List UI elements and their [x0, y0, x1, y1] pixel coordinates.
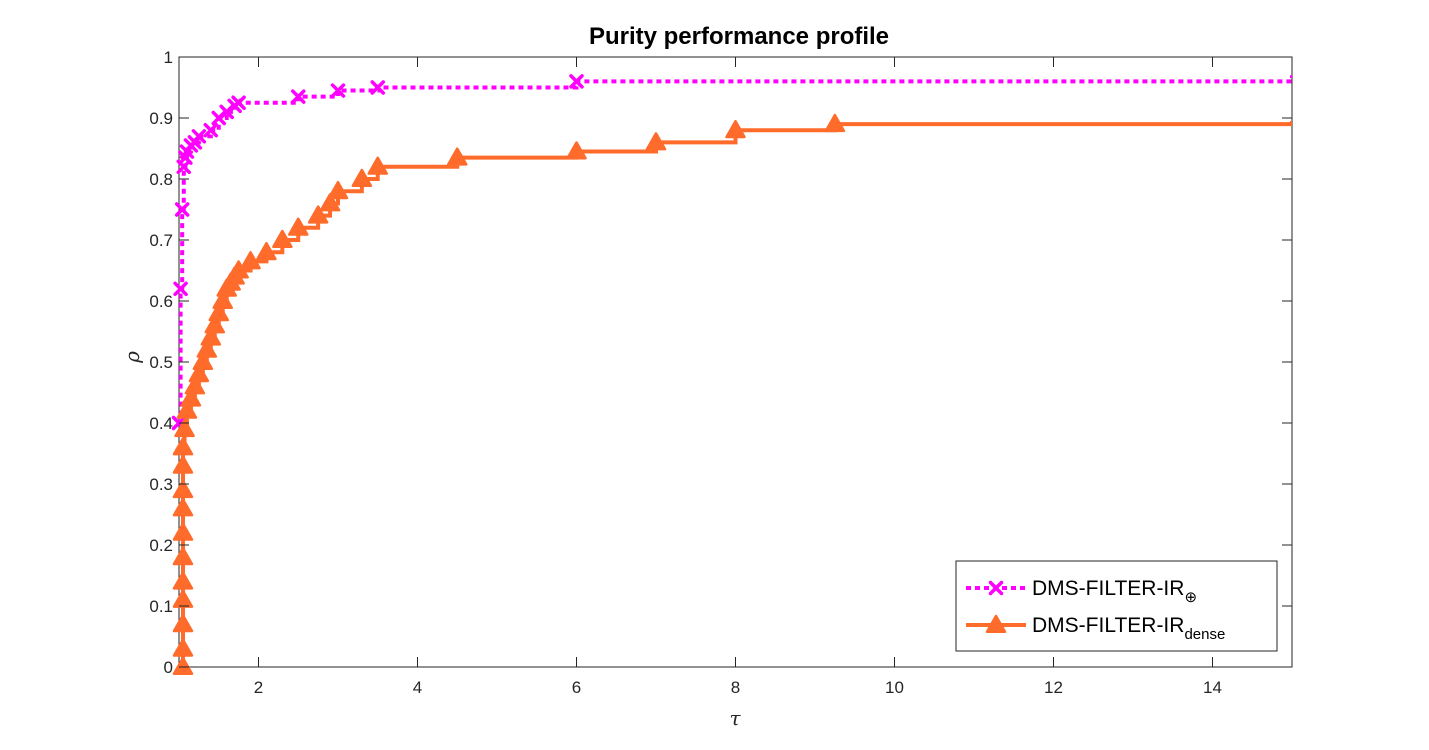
- series-1-point: [231, 95, 246, 110]
- series-2-point: [172, 656, 194, 675]
- chart-title: Purity performance profile: [589, 23, 889, 50]
- series-1-point: [174, 202, 190, 217]
- x-tick-label: 8: [731, 678, 740, 697]
- y-tick-label: 0.2: [149, 536, 173, 555]
- legend-entry-subscript: dense: [1184, 626, 1225, 643]
- series-2-point: [176, 400, 198, 419]
- series-2-point: [447, 147, 468, 166]
- series-2-point: [174, 418, 195, 438]
- series-2-point: [288, 217, 309, 236]
- x-tick-label: 6: [572, 678, 581, 697]
- series-2-point: [212, 290, 233, 309]
- series-2-point: [240, 251, 261, 270]
- series-2-point: [645, 132, 667, 151]
- series-2-point: [172, 498, 194, 517]
- marker-layer: [171, 74, 846, 675]
- legend-entry-label: DMS-FILTER-IRdense: [1032, 614, 1225, 643]
- series-2-point: [307, 205, 329, 224]
- y-tick-label: 0.5: [149, 353, 173, 372]
- series-2-point: [228, 260, 249, 279]
- legend: DMS-FILTER-IR⊕DMS-FILTER-IRdense: [955, 560, 1278, 652]
- y-tick-label: 0.8: [149, 170, 173, 189]
- series-1-point: [291, 89, 306, 104]
- series-1-point: [173, 281, 188, 297]
- y-axis-label: ρ: [120, 351, 144, 364]
- series-2-point: [172, 437, 194, 456]
- series-1-point: [330, 83, 346, 98]
- series-2-point: [180, 388, 202, 407]
- legend-entry-name: DMS-FILTER-IR: [1032, 614, 1184, 637]
- series-2-point: [327, 180, 349, 200]
- series-2-point: [172, 571, 194, 590]
- series-2-point: [200, 327, 222, 346]
- legend-swatch-marker: [985, 614, 1007, 633]
- series-2-point: [351, 168, 373, 187]
- series-2-point: [172, 589, 194, 608]
- series-1-point: [203, 122, 219, 138]
- series-2-point: [367, 156, 388, 175]
- series-2-point: [172, 455, 194, 474]
- series-2-point: [272, 229, 293, 248]
- x-tick-label: 14: [1203, 678, 1222, 697]
- legend-swatch-marker: [988, 580, 1004, 596]
- series-1-point: [191, 129, 207, 144]
- legend-box: [955, 560, 1278, 652]
- y-tick-label: 0.4: [149, 414, 173, 433]
- legend-entry-name: DMS-FILTER-IR: [1032, 577, 1184, 600]
- series-2-point: [725, 119, 746, 139]
- x-axis: 2 4 6 8 10 12 14: [254, 57, 1222, 697]
- y-axis: 0 0.1 0.2 0.3 0.4 0.5 0.6 0.7 0.8 0.9 1: [149, 48, 1292, 677]
- series-2-point: [204, 315, 226, 334]
- x-axis-label: τ: [729, 706, 741, 730]
- x-tick-label: 12: [1044, 678, 1063, 697]
- y-tick-label: 1: [164, 48, 173, 67]
- legend-entry-subscript: ⊕: [1184, 589, 1197, 606]
- series-2-point: [172, 638, 194, 657]
- series-1-point: [370, 80, 385, 95]
- y-tick-label: 0: [164, 658, 173, 677]
- series-2-point: [172, 522, 194, 541]
- series-2-point: [192, 351, 214, 370]
- legend-entry-label: DMS-FILTER-IR⊕: [1032, 577, 1197, 606]
- series-2-point: [172, 479, 194, 499]
- series-2-point: [566, 141, 587, 160]
- y-tick-label: 0.6: [149, 292, 173, 311]
- y-tick-label: 0.3: [149, 475, 173, 494]
- x-tick-label: 10: [885, 678, 904, 697]
- series-2-point: [172, 546, 194, 566]
- y-tick-label: 0.7: [149, 231, 173, 250]
- series-1-point: [569, 74, 584, 89]
- x-tick-label: 4: [413, 678, 422, 697]
- series-2-point: [188, 363, 210, 383]
- series-2-point: [184, 376, 206, 395]
- series-2-point: [319, 193, 341, 212]
- series-2-point: [208, 302, 229, 322]
- series-2-point: [196, 339, 218, 358]
- series-2-point: [172, 614, 194, 633]
- series-2-point: [824, 113, 846, 133]
- series-2-point: [256, 241, 277, 261]
- y-tick-label: 0.1: [149, 597, 173, 616]
- y-tick-label: 0.9: [149, 109, 173, 128]
- x-tick-label: 2: [254, 678, 263, 697]
